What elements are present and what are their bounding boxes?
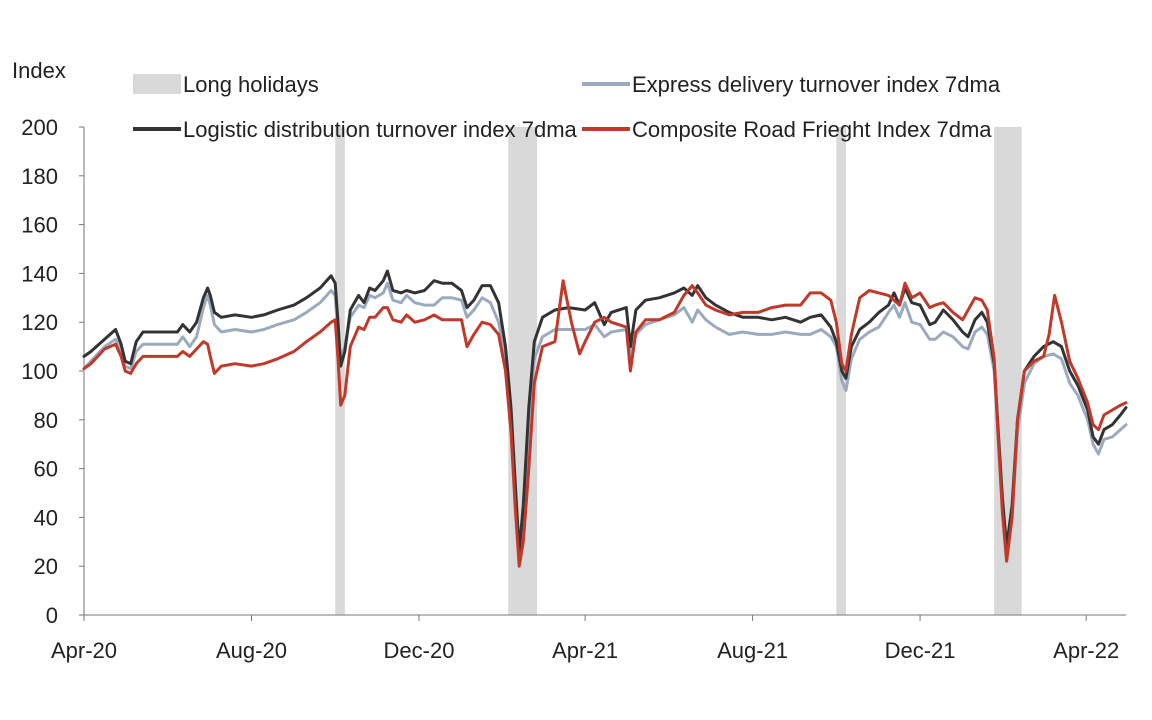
y-tick-label: 80	[34, 408, 58, 433]
x-tick-label: Apr-20	[51, 638, 117, 663]
x-tick-label: Aug-21	[717, 638, 788, 663]
series-lines	[82, 269, 1128, 568]
x-tick-label: Dec-20	[384, 638, 455, 663]
legend-label: Composite Road Frieght Index 7dma	[632, 117, 992, 142]
y-tick-label: 20	[34, 554, 58, 579]
y-axis-label: Index	[12, 58, 66, 83]
y-tick-label: 0	[46, 603, 58, 628]
legend-label: Long holidays	[183, 72, 319, 97]
axes: 0 20 40 60 80 100 120 140 160 180 200 Apr-20 Aug-20 D…	[21, 115, 1126, 663]
legend-label: Express delivery turnover index 7dma	[632, 72, 1001, 97]
x-tick-label: Apr-22	[1053, 638, 1119, 663]
y-tick-label: 160	[21, 213, 58, 238]
series-line-0	[82, 281, 1128, 556]
x-tick-label: Dec-21	[885, 638, 956, 663]
y-tick-label: 120	[21, 310, 58, 335]
x-tick-label: Apr-21	[552, 638, 618, 663]
legend-label: Logistic distribution turnover index 7dm…	[183, 117, 578, 142]
series-line-2	[82, 279, 1128, 568]
y-tick-label: 180	[21, 164, 58, 189]
legend-swatch-holidays	[133, 74, 181, 94]
y-tick-label: 60	[34, 457, 58, 482]
y-tick-label: 140	[21, 261, 58, 286]
legend: Long holidays Express delivery turnover i…	[133, 72, 1001, 142]
holiday-bands	[335, 127, 1022, 615]
y-tick-label: 200	[21, 115, 58, 140]
series-line-1	[82, 269, 1128, 554]
y-tick-label: 100	[21, 359, 58, 384]
y-tick-label: 40	[34, 505, 58, 530]
x-tick-label: Aug-20	[216, 638, 287, 663]
